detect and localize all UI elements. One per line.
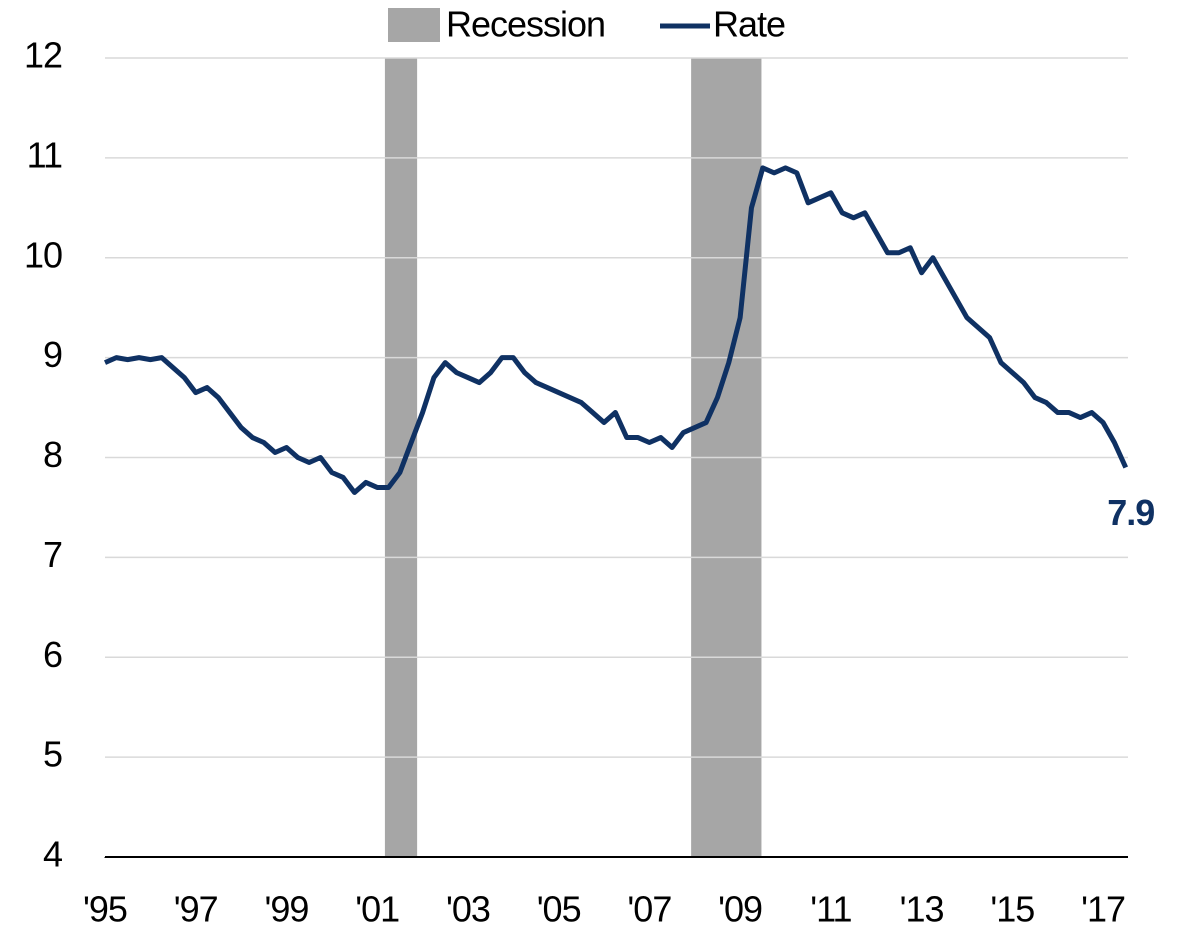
rate-line	[103, 165, 1129, 495]
x-tick-label: '97	[174, 889, 218, 930]
y-tick-label: 8	[43, 434, 62, 475]
y-tick-label: 11	[27, 134, 62, 175]
y-tick-label: 6	[43, 634, 62, 675]
grid-layer	[105, 57, 1128, 858]
x-tick-label: '99	[265, 889, 309, 930]
x-tick-label: '05	[537, 889, 581, 930]
legend-label-recession: Recession	[446, 4, 605, 45]
y-tick-label: 12	[24, 35, 62, 76]
y-tick-label: 4	[43, 834, 62, 875]
x-tick-label: '95	[83, 889, 127, 930]
y-tick-label: 5	[43, 734, 62, 775]
x-tick-label: '15	[990, 889, 1034, 930]
x-tick-label: '09	[718, 889, 762, 930]
legend-swatch-recession	[388, 8, 440, 42]
y-tick-label: 10	[24, 234, 62, 275]
y-tick-label: 7	[43, 534, 62, 575]
x-tick-label: '17	[1081, 889, 1125, 930]
x-tick-label: '03	[446, 889, 490, 930]
x-tick-label: '13	[900, 889, 944, 930]
foreground-layer: 4 5 6 7 8 9 10 11 12 '95 '97 '99 '01 '03 '05 '07 '09 '11 '…	[24, 4, 1155, 930]
x-tick-label: '11	[810, 889, 851, 930]
y-tick-label: 9	[43, 334, 62, 375]
x-tick-label: '01	[355, 889, 399, 930]
x-tick-label: '07	[627, 889, 671, 930]
legend-label-rate: Rate	[713, 4, 785, 45]
end-value-label: 7.9	[1107, 492, 1154, 533]
